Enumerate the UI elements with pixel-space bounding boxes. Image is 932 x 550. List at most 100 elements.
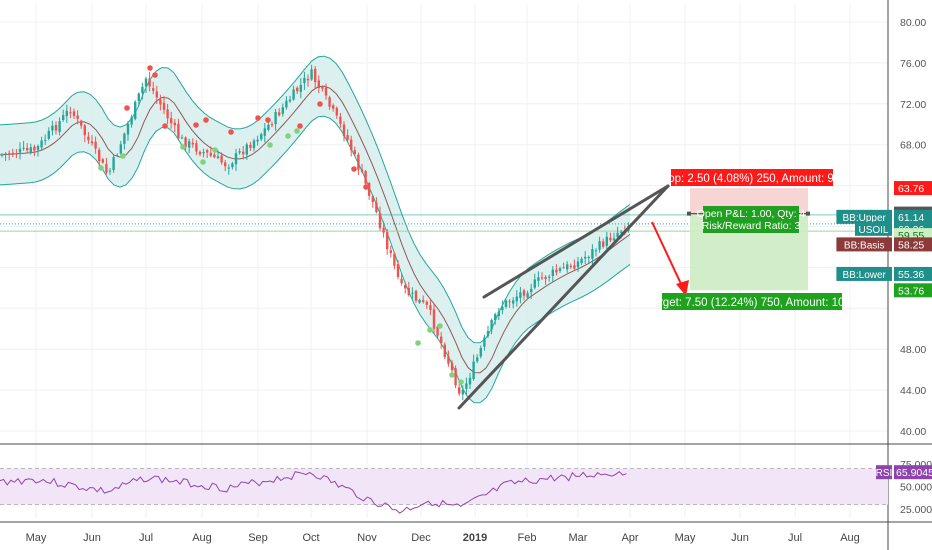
price-tag-bb_upper <box>836 209 892 224</box>
wedge-upper-trendline <box>482 184 670 299</box>
sell-signal-dot <box>351 166 357 172</box>
candle-body <box>465 383 468 389</box>
time-axis-label: Nov <box>357 532 377 544</box>
candle-body <box>69 112 72 114</box>
pnl-label-line1: Open P&L: 1.00, Qty: 4 <box>697 208 806 220</box>
time-axis-label: Feb <box>518 532 537 544</box>
axes: 80.00 76.00 72.00 68.00 48.00 44.00 40.00 63.76… <box>26 17 932 544</box>
candle-body <box>170 118 173 124</box>
candle-body <box>389 250 392 254</box>
candle-body <box>501 306 504 311</box>
candle-body <box>36 145 40 150</box>
candle-body <box>548 276 551 278</box>
buy-signal-dot <box>427 327 433 333</box>
candle-body <box>551 269 554 276</box>
price-marker-value: 55.36 <box>898 269 924 281</box>
candle-body <box>33 146 36 151</box>
wedge-lower-trendline <box>457 184 670 410</box>
buy-signal-dot <box>120 153 126 159</box>
price-tag-bb_lower <box>836 266 892 281</box>
sell-signal-dot <box>162 123 168 129</box>
candle-body <box>94 141 97 149</box>
candle-body <box>152 88 155 91</box>
sell-signal-dot <box>152 72 158 78</box>
candle-body <box>324 87 328 96</box>
candle-body <box>162 102 166 110</box>
candle-body <box>544 276 547 279</box>
candle-body <box>375 202 378 213</box>
candle-body <box>263 128 266 136</box>
candle-body <box>87 136 90 141</box>
candle-body <box>587 257 590 259</box>
candle-body <box>4 153 7 155</box>
price-tag-label: BB:Basis <box>844 240 885 251</box>
candle-body <box>353 150 356 155</box>
candle-body <box>274 111 277 125</box>
candle-body <box>134 101 137 119</box>
price-tick-label: 48.00 <box>900 344 926 356</box>
candle-body <box>479 347 482 357</box>
sell-signal-dot <box>265 117 271 123</box>
candle-body <box>234 153 238 165</box>
candle-body <box>342 124 346 137</box>
candle-body <box>450 362 454 371</box>
time-axis-label: Jun <box>83 532 101 544</box>
candle-body <box>562 267 565 269</box>
target-label-text: Target: 7.50 (12.24%) 750, Amount: 1030 <box>647 297 857 309</box>
candle-body <box>555 269 558 273</box>
candle-body <box>155 91 158 98</box>
candle-body <box>249 144 252 148</box>
pnl-label-box <box>703 206 799 233</box>
candle-body <box>126 124 130 135</box>
candle-body <box>299 84 302 92</box>
candle-body <box>447 356 450 364</box>
candle-body <box>476 357 479 362</box>
candle-body <box>303 77 306 83</box>
bb-basis-line <box>0 85 631 374</box>
candle-body <box>526 293 529 298</box>
rsi-tick-label: 50.0000 <box>900 482 932 494</box>
candle-body <box>386 232 389 250</box>
candle-body <box>497 311 500 317</box>
candle-body <box>220 155 223 163</box>
candle-body <box>411 292 414 294</box>
buy-signal-dot <box>98 165 104 171</box>
time-axis-label: May <box>675 532 696 544</box>
candle-body <box>288 99 292 102</box>
candle-body <box>314 68 317 82</box>
candle-body <box>569 265 572 268</box>
candle-body <box>137 93 140 101</box>
candle-body <box>454 368 457 386</box>
candle-body <box>130 117 133 125</box>
rsi-panel <box>0 468 888 514</box>
candle-body <box>173 122 176 126</box>
wedge-drawing[interactable] <box>457 184 689 410</box>
candle-body <box>522 290 526 296</box>
candle-body <box>576 261 580 268</box>
candle-body <box>224 162 227 167</box>
pnl-label[interactable]: Open P&L: 1.00, Qty: 4 Risk/Reward Ratio… <box>697 206 806 233</box>
candle-body <box>15 153 18 155</box>
candle-body <box>58 121 61 132</box>
time-axis-label: Dec <box>411 532 431 544</box>
candle-body <box>540 277 544 279</box>
candle-body <box>184 137 187 148</box>
rsi-tag-label: RSI <box>876 468 893 479</box>
candle-body <box>584 256 587 259</box>
stop-label[interactable]: Stop: 2.50 (4.08%) 250, Amount: 990 <box>657 169 847 186</box>
time-axis-label: Oct <box>302 532 319 544</box>
candle-body <box>591 249 594 259</box>
candle-body <box>195 143 198 152</box>
candle-body <box>270 124 274 126</box>
buy-signal-dot <box>458 379 464 385</box>
time-axis-label: Jun <box>731 532 749 544</box>
candle-body <box>188 141 191 148</box>
target-label[interactable]: Target: 7.50 (12.24%) 750, Amount: 1030 <box>647 293 857 310</box>
candle-body <box>425 301 428 305</box>
candle-body <box>159 99 162 105</box>
candle-body <box>533 279 536 288</box>
candle-body <box>26 147 29 151</box>
candle-body <box>573 265 576 269</box>
candle-body <box>65 110 68 117</box>
